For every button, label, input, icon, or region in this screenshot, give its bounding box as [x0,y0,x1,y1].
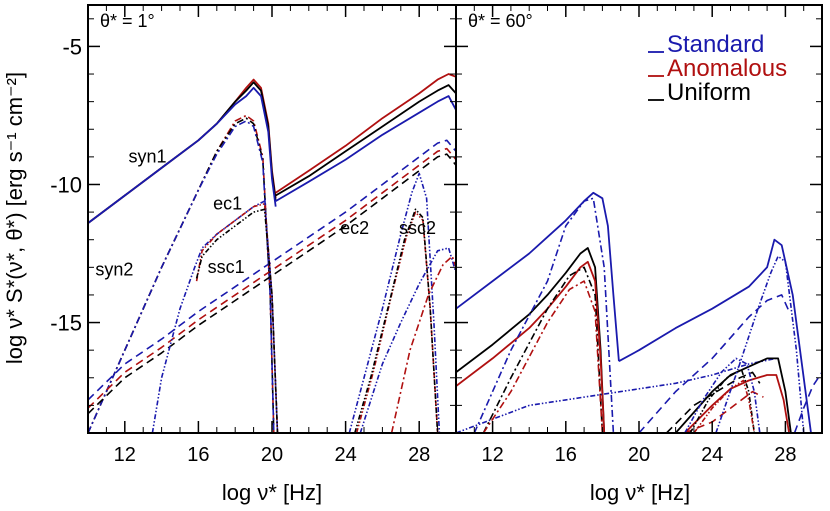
series-uniform-ssc1-solid [275,84,456,197]
series-uniform-ec1-dash [665,371,761,433]
x-tick-label: 12 [481,444,503,466]
annotation-ec1: ec1 [213,193,242,213]
series-anomalous-ssc1-dash-dot-dot [195,203,279,433]
series-anomalous-syn1-solid [456,260,606,433]
x-tick-label: 12 [114,444,136,466]
series-standard-ssc1-solid [618,238,812,433]
series-uniform-ec2-dash-dot-dot [354,208,439,433]
series-standard-ssc1-dash-dot-dot [456,357,777,433]
x-axis-label-right: log ν* [Hz] [590,480,690,505]
series-uniform-syn1-solid [456,247,606,433]
annotation-ec2: ec2 [340,218,369,238]
panel-1: 12 16 20 24 28 -5 -10 -15 θ* = 1° syn1 syn2 ec1 ssc1… [50,4,457,466]
series-anomalous-ec1-dash [88,147,456,409]
series-standard-ec2-dash-dot-dot [348,172,441,433]
annotation-ssc2: ssc2 [399,218,436,238]
legend-label-standard: Standard [667,31,764,58]
panel-2-curves [456,191,822,433]
x-axis-label-left: log ν* [Hz] [222,480,322,505]
x-tick-label: 28 [408,444,430,466]
panel-title: θ* = 60° [468,11,533,31]
x-tick-label: 20 [628,444,650,466]
annotation-syn1: syn1 [128,146,166,166]
x-tick-label: 16 [187,444,209,466]
y-tick-label: -15 [50,311,82,336]
series-standard-ssc1-solid [275,95,456,202]
series-anomalous-ssc2-dash-dot [390,255,456,433]
y-tick-label: -10 [50,172,82,197]
series-standard-ec1-dash [88,139,456,401]
series-standard-ssc2-dash-dot-dot [359,247,456,433]
x-tick-label: 24 [334,444,356,466]
series-standard-syn2-dash-dot [473,197,615,433]
y-tick-label: -5 [62,34,82,59]
y-axis-label: log ν* S*(ν*, θ*) [erg s⁻¹ cm⁻²] [2,72,27,364]
x-tick-label: 16 [555,444,577,466]
series-uniform-syn2-dash-dot [482,266,604,433]
x-tick-label: 28 [774,444,796,466]
series-anomalous-ssc1-solid [275,73,456,194]
series-standard-syn1-solid [88,86,277,224]
legend-label-uniform: Uniform [667,79,751,106]
series-uniform-ssc1-solid [674,357,792,433]
panel-1-curves [88,73,456,433]
panels-group: 12 16 20 24 28 -5 -10 -15 θ* = 1° syn1 syn2 ec1 ssc1… [50,4,823,466]
legend-label-anomalous: Anomalous [667,55,787,82]
series-uniform-ec2-dash-dot-dot [689,368,756,433]
series-anomalous-syn2-dash-dot [482,280,604,433]
annotation-ssc1: ssc1 [208,257,245,277]
panel-title: θ* = 1° [100,11,155,31]
series-standard-ec2-dash-dot-dot [684,357,761,433]
annotation-syn2: syn2 [95,260,133,280]
series-standard-ec2-dash-dot-dot [715,255,805,433]
series-standard-ec1-dash [638,294,790,433]
series-anomalous-ec2-dash-dot-dot [693,379,756,433]
series-uniform-ec1-dash [88,153,456,415]
series-anomalous-ssc1-solid [684,374,790,433]
series-standard-syn2-dash-dot [88,120,275,433]
series-standard-ssc2-dash [793,371,822,433]
x-tick-label: 24 [701,444,723,466]
series-anomalous-ec1-dash [684,390,764,433]
panel-2: 12 16 20 24 28 θ* = 60° [455,4,823,466]
x-tick-label: 20 [261,444,283,466]
